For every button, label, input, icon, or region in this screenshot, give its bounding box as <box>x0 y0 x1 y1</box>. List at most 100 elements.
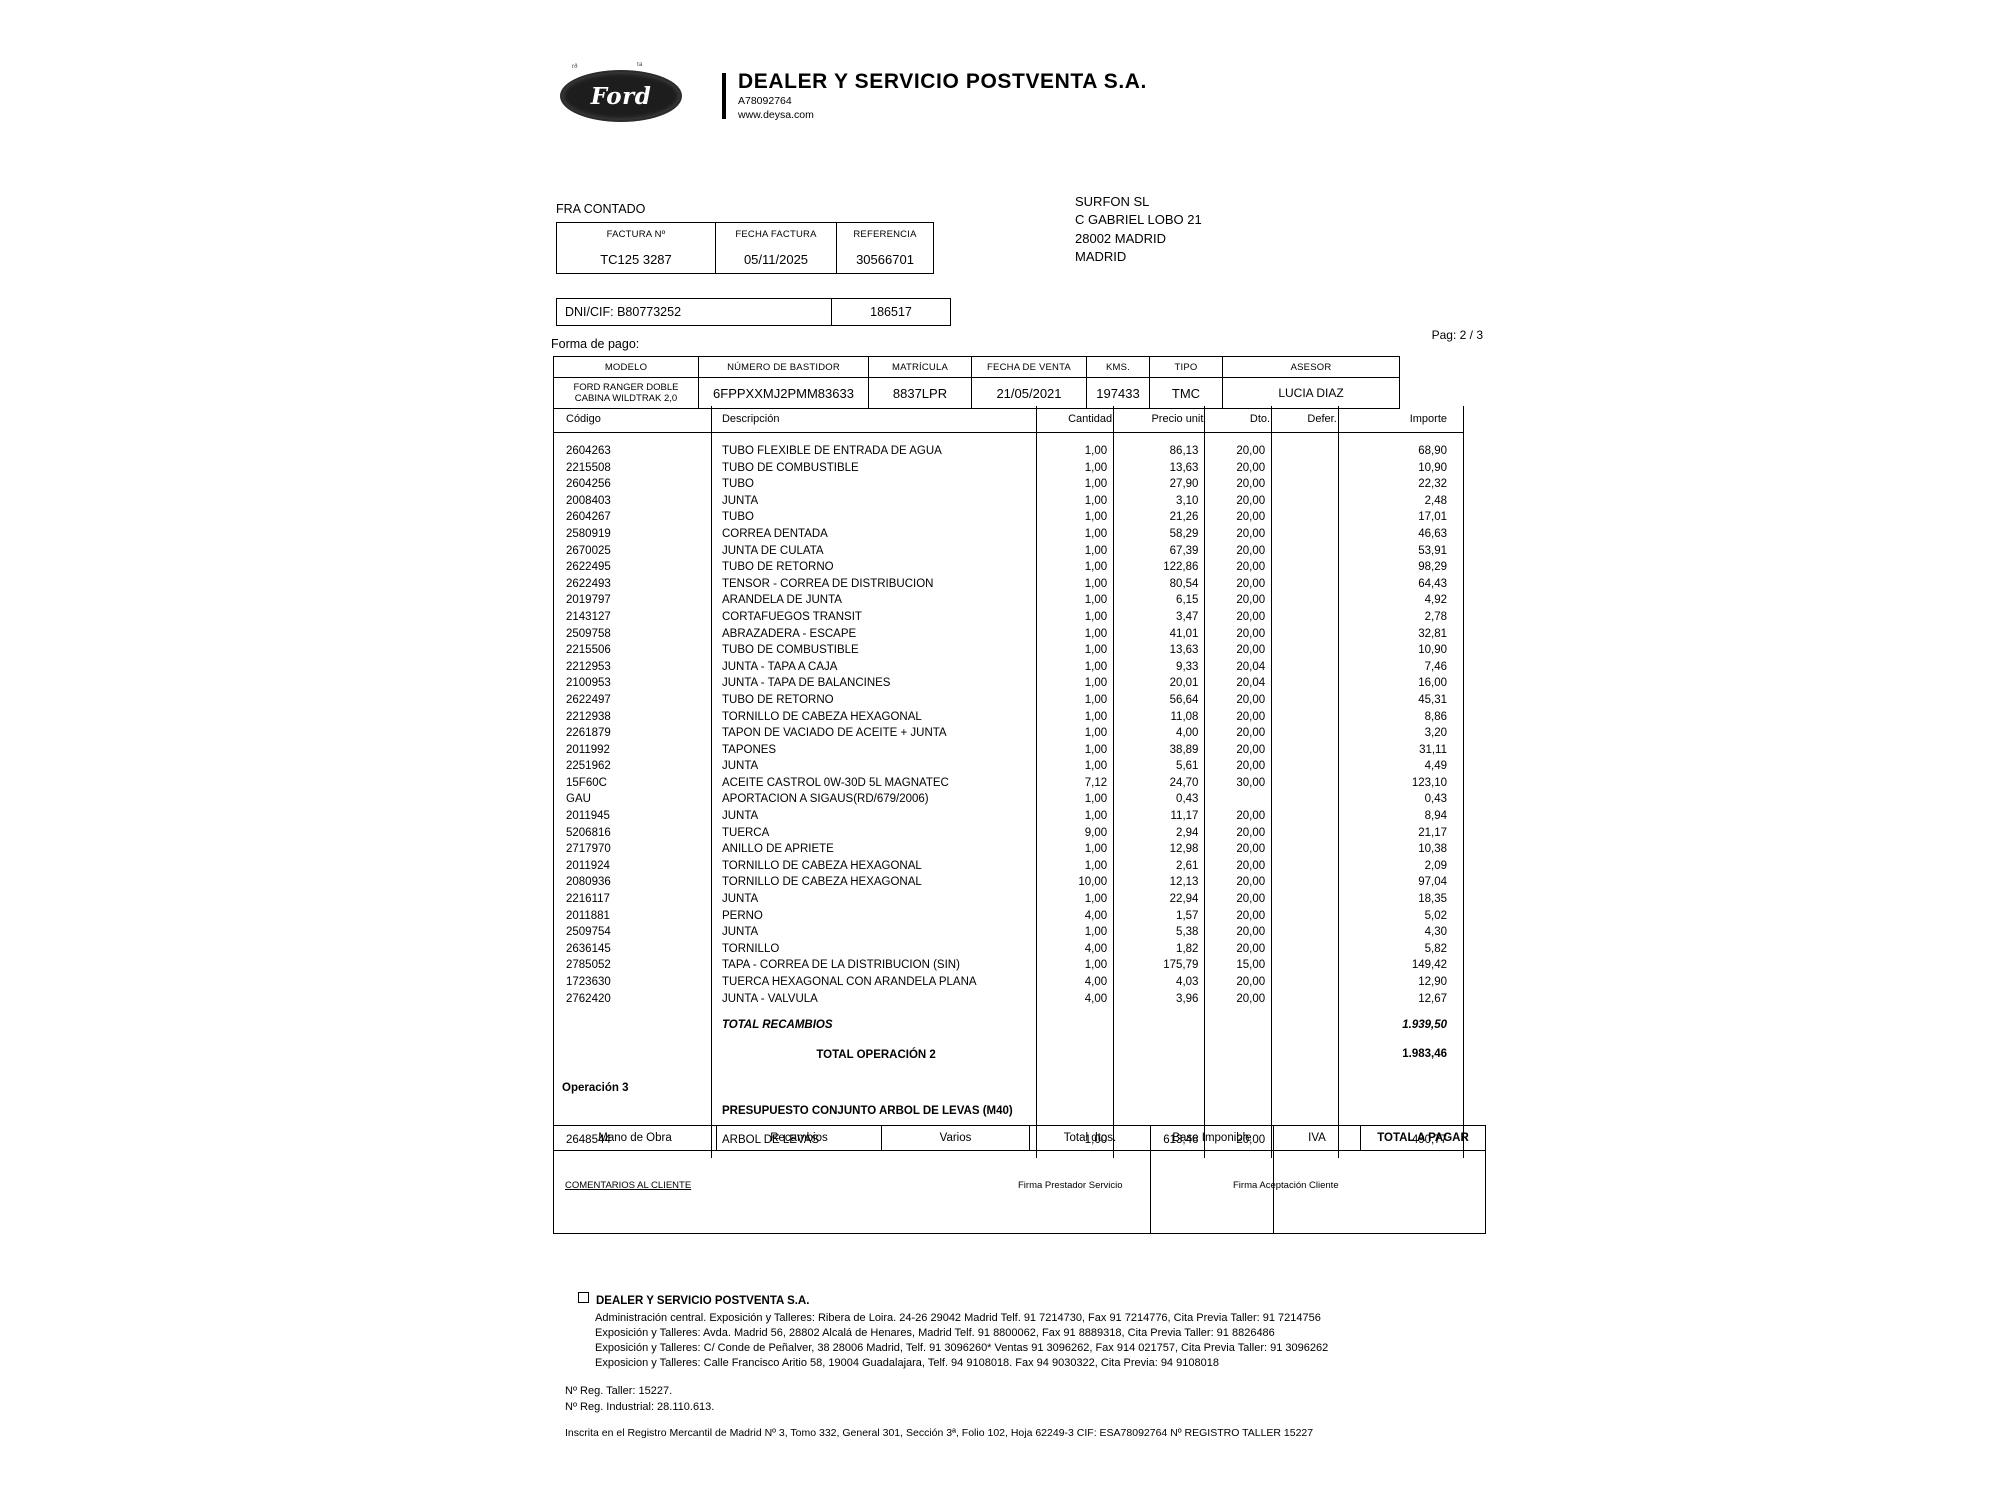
item-precio: 24,70 <box>1113 774 1206 792</box>
item-codigo: 5206816 <box>553 824 712 842</box>
mercantil-registry-line: Inscrita en el Registro Mercantil de Mad… <box>565 1427 1314 1439</box>
item-precio: 86,13 <box>1113 443 1206 460</box>
item-importe: 7,46 <box>1337 658 1465 676</box>
item-defer <box>1271 658 1339 676</box>
forma-de-pago-label: Forma de pago: <box>551 337 640 351</box>
item-dto: 20,00 <box>1204 907 1273 925</box>
table-row: 2762420 JUNTA - VALVULA 4,00 3,96 20,00 12,67 <box>553 990 1465 1008</box>
item-codigo: 2100953 <box>553 675 712 692</box>
item-importe: 21,17 <box>1337 824 1465 842</box>
item-dto: 20,00 <box>1204 808 1273 825</box>
item-cantidad: 1,00 <box>1036 592 1115 609</box>
spacer-cell <box>553 1033 712 1044</box>
item-defer <box>1271 741 1339 759</box>
item-dto: 20,00 <box>1204 725 1273 742</box>
total-recambios-label: TOTAL RECAMBIOS <box>710 1017 1038 1034</box>
table-row: 2011881 PERNO 4,00 1,57 20,00 5,02 <box>553 907 1465 925</box>
table-row: 2622497 TUBO DE RETORNO 1,00 56,64 20,00 45,3… <box>553 691 1465 709</box>
total-operacion-value: 1.983,46 <box>1337 1043 1465 1066</box>
total-op-blank <box>553 1043 712 1066</box>
spacer-cell <box>1271 432 1339 443</box>
table-row: 2215508 TUBO DE COMBUSTIBLE 1,00 13,63 20,00… <box>553 459 1465 477</box>
items-col-descripcion: Descripción <box>710 406 1038 433</box>
item-cantidad: 1,00 <box>1036 575 1115 593</box>
spacer-cell <box>710 432 1038 443</box>
item-descripcion: JUNTA - VALVULA <box>710 990 1038 1008</box>
vehicle-asesor-value: LUCIA DIAZ <box>1222 377 1400 409</box>
item-cantidad: 1,00 <box>1036 559 1115 576</box>
item-cantidad: 1,00 <box>1036 758 1115 775</box>
reg-taller: Nº Reg. Taller: 15227. <box>565 1385 673 1397</box>
spacer-cell <box>1271 1007 1339 1018</box>
item-defer <box>1271 575 1339 593</box>
item-defer <box>1271 642 1339 659</box>
item-importe: 22,32 <box>1337 476 1465 493</box>
table-row: 2604267 TUBO 1,00 21,26 20,00 17,01 <box>553 509 1465 526</box>
item-importe: 68,90 <box>1337 443 1465 460</box>
scan-artifact-2: ᵗᵃ <box>637 60 643 70</box>
item-descripcion: TUBO FLEXIBLE DE ENTRADA DE AGUA <box>710 443 1038 460</box>
blank-cant <box>1036 1017 1115 1034</box>
item-defer <box>1271 542 1339 560</box>
item-dto: 20,00 <box>1204 841 1273 858</box>
items-col-codigo: Código <box>553 406 712 433</box>
total-col-recambios: Recambios <box>716 1125 882 1151</box>
item-codigo: 2785052 <box>553 957 712 974</box>
item-descripcion: JUNTA <box>710 758 1038 775</box>
item-importe: 16,00 <box>1337 675 1465 692</box>
item-codigo: 2509754 <box>553 924 712 941</box>
item-descripcion: TENSOR - CORREA DE DISTRIBUCION <box>710 575 1038 593</box>
spacer-cell <box>1036 432 1115 443</box>
spacer-cell <box>1113 432 1206 443</box>
item-cantidad: 1,00 <box>1036 608 1115 626</box>
table-row: 2622495 TUBO DE RETORNO 1,00 122,86 20,00 98,… <box>553 559 1465 576</box>
item-codigo: 2622493 <box>553 575 712 593</box>
item-codigo: 2212953 <box>553 658 712 676</box>
blank-dto <box>1204 1099 1273 1122</box>
item-precio: 58,29 <box>1113 525 1206 543</box>
item-codigo: 2011945 <box>553 808 712 825</box>
item-codigo: 2251962 <box>553 758 712 775</box>
item-precio: 56,64 <box>1113 691 1206 709</box>
table-row: 2011945 JUNTA 1,00 11,17 20,00 8,94 <box>553 808 1465 825</box>
item-codigo: 2080936 <box>553 874 712 892</box>
vehicle-modelo-value: FORD RANGER DOBLE CABINA WILDTRAK 2,0 <box>553 377 699 409</box>
item-defer <box>1271 957 1339 974</box>
item-cantidad: 4,00 <box>1036 974 1115 991</box>
item-precio: 3,10 <box>1113 492 1206 510</box>
table-row: 2509754 JUNTA 1,00 5,38 20,00 4,30 <box>553 924 1465 941</box>
item-descripcion: JUNTA - TAPA A CAJA <box>710 658 1038 676</box>
item-dto: 20,00 <box>1204 758 1273 775</box>
item-precio: 9,33 <box>1113 658 1206 676</box>
table-row: 2100953 JUNTA - TAPA DE BALANCINES 1,00 20,… <box>553 675 1465 692</box>
item-importe: 12,67 <box>1337 990 1465 1008</box>
table-row: 2509758 ABRAZADERA - ESCAPE 1,00 41,01 20,00… <box>553 625 1465 643</box>
item-descripcion: TAPON DE VACIADO DE ACEITE + JUNTA <box>710 725 1038 742</box>
item-cantidad: 1,00 <box>1036 808 1115 825</box>
checkbox-icon <box>578 1292 589 1303</box>
item-importe: 53,91 <box>1337 542 1465 560</box>
item-descripcion: JUNTA <box>710 891 1038 908</box>
item-descripcion: TUBO DE COMBUSTIBLE <box>710 642 1038 659</box>
table-row: 2622493 TENSOR - CORREA DE DISTRIBUCION 1,… <box>553 575 1465 593</box>
item-cantidad: 1,00 <box>1036 708 1115 726</box>
line-items-header-row: Código Descripción Cantidad Precio unit … <box>553 406 1465 433</box>
item-precio: 2,94 <box>1113 824 1206 842</box>
item-descripcion: TUBO DE RETORNO <box>710 559 1038 576</box>
items-spacer <box>553 432 1465 443</box>
ford-logo-icon: Ford <box>560 70 682 123</box>
blank-cant <box>1036 1043 1115 1066</box>
item-precio: 80,54 <box>1113 575 1206 593</box>
item-codigo: 15F60C <box>553 774 712 792</box>
item-cantidad: 1,00 <box>1036 741 1115 759</box>
item-importe: 97,04 <box>1337 874 1465 892</box>
item-defer <box>1271 675 1339 692</box>
operacion3-title: PRESUPUESTO CONJUNTO ARBOL DE LEVAS (M40… <box>710 1099 1038 1122</box>
spacer-cell <box>710 1007 1038 1018</box>
item-descripcion: CORREA DENTADA <box>710 525 1038 543</box>
vehicle-col-matricula: MATRÍCULA <box>868 356 972 378</box>
table-row: 1723630 TUERCA HEXAGONAL CON ARANDELA PLA… <box>553 974 1465 991</box>
item-cantidad: 1,00 <box>1036 443 1115 460</box>
item-importe: 10,90 <box>1337 642 1465 659</box>
